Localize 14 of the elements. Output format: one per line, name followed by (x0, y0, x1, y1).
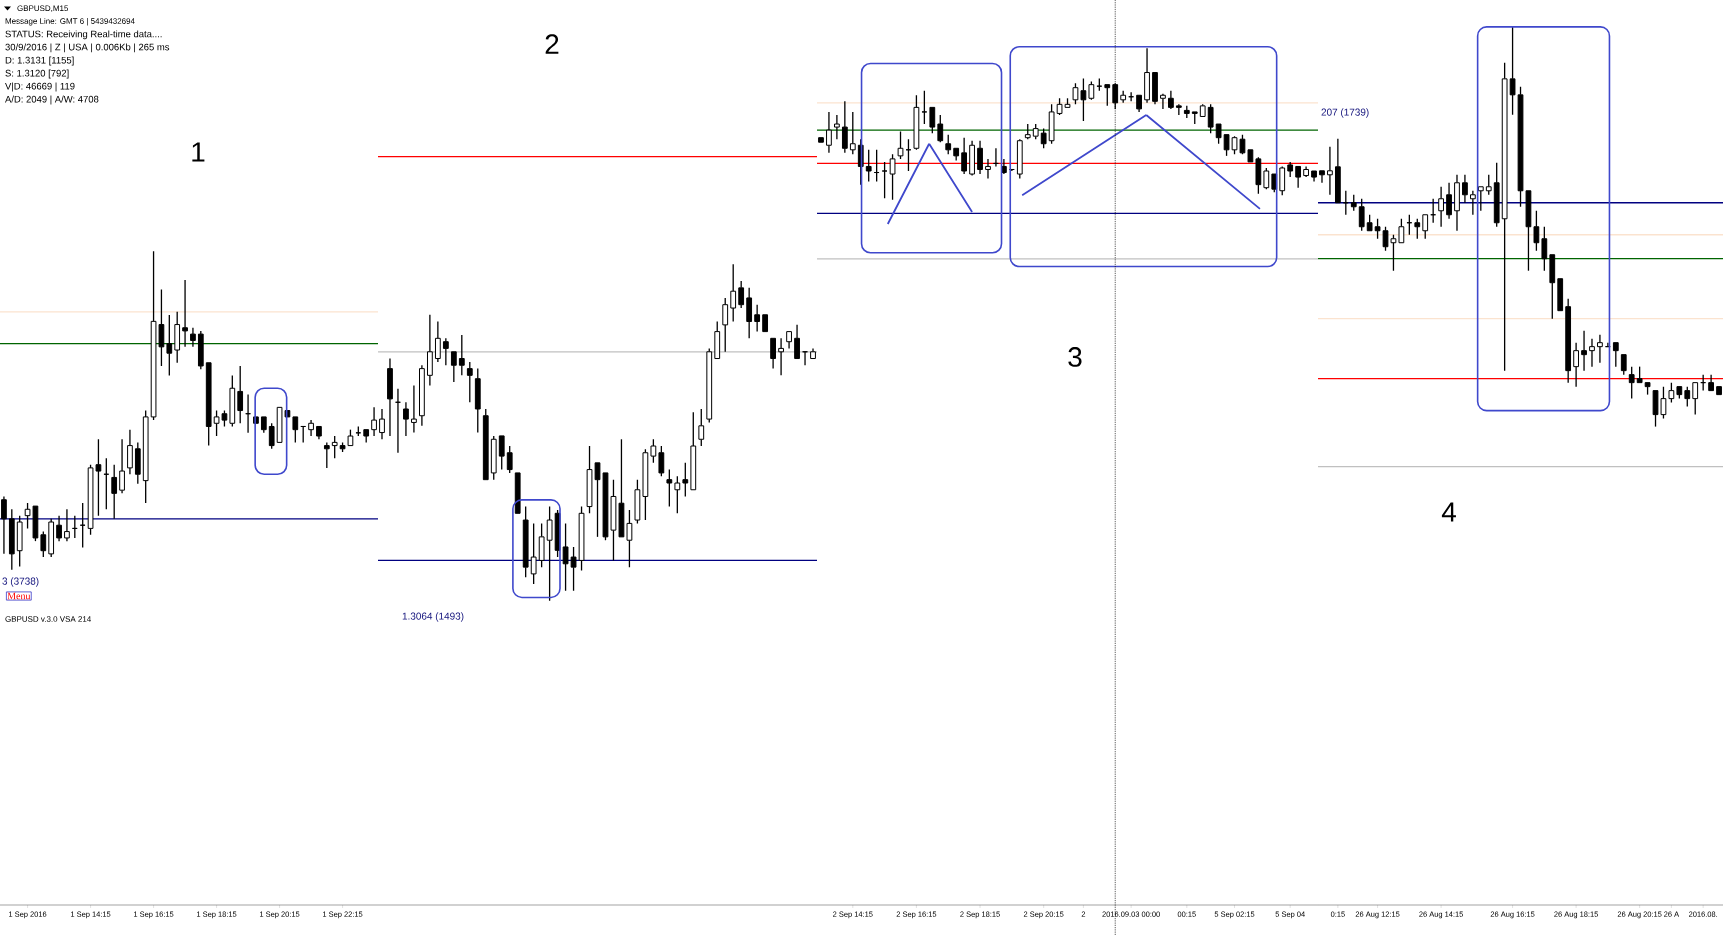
text: 1.3064 (1493) (402, 612, 464, 622)
text: Menu (7, 592, 31, 600)
text: 30/9/2016 | Z | USA | 0.006Kb | 265 ms (5, 43, 170, 53)
text: STATUS: Receiving Real-time data.... (5, 30, 162, 40)
text: 3 (3738) (2, 577, 39, 587)
text: A/D: 2049 | A/W: 4708 (5, 95, 99, 105)
chart-title: 2 (545, 34, 559, 54)
text: 3 (1068, 347, 1082, 367)
annotation: 207 (1739) (1321, 108, 1369, 118)
chart-title: 1 (192, 142, 205, 162)
text: V|D: 46669 | 119 (5, 82, 75, 92)
text: D: 1.3131 [1155] (5, 56, 74, 66)
text: 4 (1441, 502, 1456, 522)
text: S: 1.3120 [792] (5, 69, 69, 79)
